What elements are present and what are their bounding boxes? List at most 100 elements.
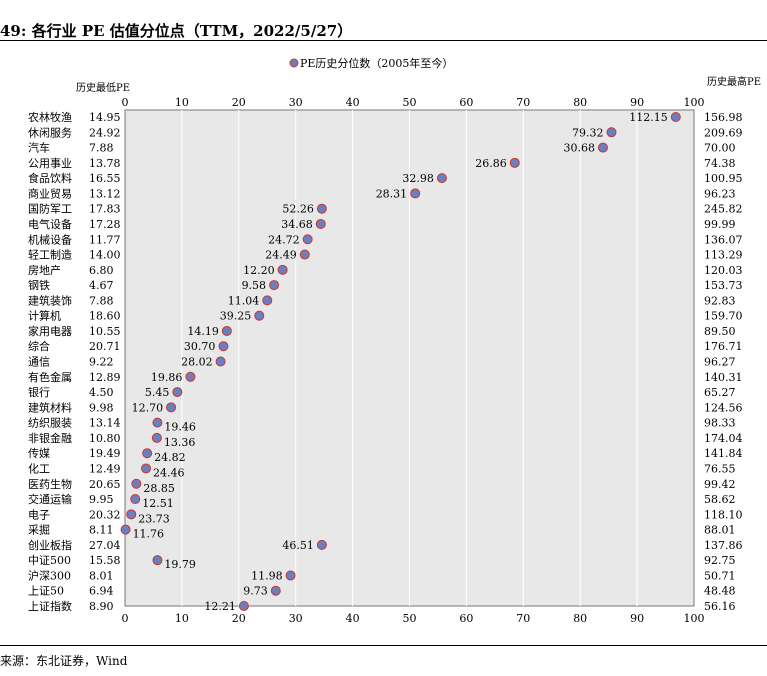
x-tick-label-bottom: 60	[459, 612, 473, 625]
data-point	[277, 264, 288, 275]
data-label: 28.85	[143, 482, 175, 495]
category-label: 有色金属	[28, 370, 72, 384]
max-pe-value: 65.27	[704, 386, 736, 399]
x-tick-label-top: 30	[289, 96, 303, 109]
category-label: 机械设备	[28, 232, 72, 246]
category-row: 公用事业 13.78 74.38 26.86	[28, 157, 736, 170]
min-pe-value: 20.32	[89, 508, 121, 521]
min-pe-value: 24.92	[89, 126, 121, 139]
min-pe-value: 8.01	[89, 569, 114, 582]
min-pe-value: 13.14	[89, 417, 121, 430]
max-pe-value: 76.55	[704, 462, 736, 475]
x-tick-label-top: 40	[346, 96, 360, 109]
data-label: 12.21	[204, 600, 236, 613]
category-label: 公用事业	[28, 157, 72, 170]
data-label: 14.19	[187, 325, 219, 338]
data-point	[142, 448, 153, 459]
category-row: 房地产 6.80 120.03 12.20	[28, 263, 743, 277]
max-pe-value: 118.10	[704, 508, 743, 521]
category-row: 商业贸易 13.12 96.23 28.31	[28, 186, 736, 200]
max-pe-value: 99.42	[704, 478, 736, 491]
category-row: 食品饮料 16.55 100.95 32.98	[28, 171, 743, 185]
data-label: 11.76	[133, 528, 165, 541]
corner-label-left: 历史最低PE	[76, 81, 130, 94]
data-point	[606, 127, 617, 138]
x-tick-label-top: 80	[573, 96, 587, 109]
max-pe-value: 88.01	[704, 524, 736, 537]
data-point	[302, 234, 313, 245]
max-pe-value: 120.03	[704, 264, 743, 277]
data-point	[509, 157, 520, 168]
x-tick-label-bottom: 50	[403, 612, 417, 625]
max-pe-value: 96.23	[704, 187, 736, 200]
max-pe-value: 140.31	[704, 371, 743, 384]
category-row: 创业板指 27.04 137.86 46.51	[28, 538, 743, 552]
category-row: 上证50 6.94 48.48 9.73	[28, 585, 736, 598]
data-point	[299, 249, 310, 260]
min-pe-value: 9.22	[89, 356, 114, 369]
category-row: 农林牧渔 14.95 156.98 112.15	[28, 110, 743, 124]
category-label: 国防军工	[28, 202, 72, 216]
category-row: 家用电器 10.55 89.50 14.19	[28, 324, 736, 338]
category-label: 商业贸易	[28, 186, 72, 200]
x-tick-label-bottom: 80	[573, 612, 587, 625]
data-label: 39.25	[220, 310, 252, 323]
x-tick-label-top: 100	[684, 96, 705, 109]
category-label: 休闲服务	[28, 125, 72, 139]
data-label: 11.98	[251, 569, 283, 582]
category-label: 非银金融	[28, 431, 72, 445]
data-point	[316, 539, 327, 550]
x-tick-label-top: 20	[232, 96, 246, 109]
x-tick-label-top: 70	[516, 96, 530, 109]
data-label: 24.72	[268, 233, 300, 246]
data-label: 28.02	[181, 356, 213, 369]
category-row: 建筑材料 9.98 124.56 12.70	[28, 400, 743, 414]
x-tick-label-bottom: 90	[630, 612, 644, 625]
category-label: 交通运输	[28, 492, 72, 506]
category-label: 纺织服装	[28, 416, 72, 430]
legend-marker	[289, 58, 299, 68]
category-label: 建筑装饰	[28, 293, 72, 307]
max-pe-value: 136.07	[704, 233, 743, 246]
x-tick-label-bottom: 70	[516, 612, 530, 625]
max-pe-value: 137.86	[704, 539, 743, 552]
data-label: 19.86	[151, 371, 183, 384]
category-row: 非银金融 10.80 174.04 13.36	[28, 431, 743, 449]
max-pe-value: 74.38	[704, 157, 736, 170]
min-pe-value: 10.80	[89, 432, 121, 445]
data-point	[670, 112, 681, 122]
pe-percentile-chart: PE历史分位数（2005年至今） 历史最低PE 历史最高PE 0 10 20 30 40…	[28, 56, 761, 625]
category-label: 创业板指	[28, 538, 72, 552]
data-point	[215, 356, 226, 367]
max-pe-value: 92.75	[704, 554, 736, 567]
max-pe-value: 58.62	[704, 493, 736, 506]
min-pe-value: 19.49	[89, 447, 121, 460]
category-label: 电气设备	[28, 217, 72, 231]
category-row: 传媒 19.49 141.84 24.82	[28, 447, 743, 464]
data-label: 19.46	[164, 421, 196, 434]
min-pe-value: 27.04	[89, 539, 121, 552]
category-label: 农林牧渔	[28, 110, 72, 124]
category-label: 建筑材料	[28, 400, 72, 414]
min-pe-value: 11.77	[89, 233, 121, 246]
data-label: 12.51	[142, 497, 174, 510]
min-pe-value: 7.88	[89, 142, 114, 155]
min-pe-value: 15.58	[89, 554, 121, 567]
data-label: 13.36	[164, 436, 196, 449]
category-row: 机械设备 11.77 136.07 24.72	[28, 232, 743, 246]
data-label: 9.73	[243, 585, 268, 598]
max-pe-value: 156.98	[704, 111, 743, 124]
max-pe-value: 113.29	[704, 249, 743, 262]
category-label: 电子	[28, 508, 50, 521]
data-point	[166, 402, 177, 413]
max-pe-value: 176.71	[704, 340, 743, 353]
category-label: 沪深300	[28, 568, 71, 582]
category-row: 化工 12.49 76.55 24.46	[28, 461, 736, 479]
legend-label: PE历史分位数（2005年至今）	[300, 56, 453, 70]
data-label: 12.20	[243, 264, 275, 277]
min-pe-value: 6.80	[89, 264, 114, 277]
max-pe-value: 159.70	[704, 310, 743, 323]
category-label: 上证指数	[28, 599, 72, 613]
min-pe-value: 13.78	[89, 157, 121, 170]
data-point	[130, 494, 141, 505]
